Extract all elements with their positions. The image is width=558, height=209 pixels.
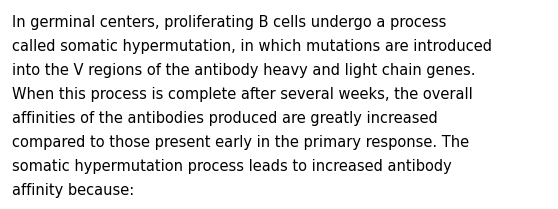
Text: called somatic hypermutation, in which mutations are introduced: called somatic hypermutation, in which m… — [12, 39, 492, 54]
Text: affinity because:: affinity because: — [12, 183, 134, 198]
Text: When this process is complete after several weeks, the overall: When this process is complete after seve… — [12, 87, 473, 102]
Text: In germinal centers, proliferating B cells undergo a process: In germinal centers, proliferating B cel… — [12, 15, 446, 30]
Text: into the V regions of the antibody heavy and light chain genes.: into the V regions of the antibody heavy… — [12, 63, 476, 78]
Text: affinities of the antibodies produced are greatly increased: affinities of the antibodies produced ar… — [12, 111, 438, 126]
Text: somatic hypermutation process leads to increased antibody: somatic hypermutation process leads to i… — [12, 159, 452, 174]
Text: compared to those present early in the primary response. The: compared to those present early in the p… — [12, 135, 469, 150]
